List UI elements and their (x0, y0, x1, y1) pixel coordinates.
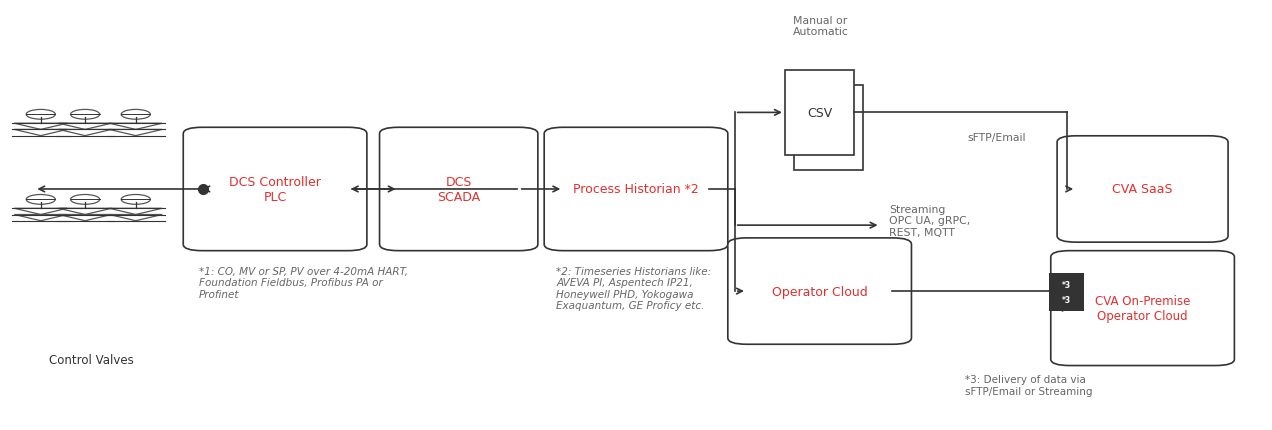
Bar (785, 71, 855, 156)
FancyBboxPatch shape (1057, 136, 1227, 243)
Text: CSV: CSV (806, 107, 832, 120)
Text: CVA On-Premise
Operator Cloud: CVA On-Premise Operator Cloud (1095, 295, 1191, 322)
Bar (794, 86, 864, 170)
Text: DCS Controller
PLC: DCS Controller PLC (229, 175, 321, 203)
Text: Manual or
Automatic: Manual or Automatic (792, 15, 848, 37)
Text: *1: CO, MV or SP, PV over 4-20mA HART,
Foundation Fieldbus, Profibus PA or
Profi: *1: CO, MV or SP, PV over 4-20mA HART, F… (200, 266, 408, 299)
Text: sFTP/Email: sFTP/Email (968, 132, 1027, 142)
Text: Control Valves: Control Valves (50, 353, 134, 366)
FancyBboxPatch shape (1051, 251, 1234, 366)
Bar (1049, 288, 1084, 312)
FancyBboxPatch shape (728, 238, 912, 344)
Text: *3: Delivery of data via
sFTP/Email or Streaming: *3: Delivery of data via sFTP/Email or S… (965, 374, 1093, 396)
Text: *3: *3 (1062, 295, 1071, 304)
Text: DCS
SCADA: DCS SCADA (438, 175, 481, 203)
Text: *3: *3 (1062, 280, 1071, 289)
FancyBboxPatch shape (379, 128, 538, 251)
Text: Process Historian *2: Process Historian *2 (574, 183, 698, 196)
FancyBboxPatch shape (183, 128, 366, 251)
Text: CVA SaaS: CVA SaaS (1112, 183, 1173, 196)
Bar (1049, 273, 1084, 297)
Text: *2: Timeseries Historians like:
AVEVA PI, Aspentech IP21,
Honeywell PHD, Yokogaw: *2: Timeseries Historians like: AVEVA PI… (556, 266, 711, 310)
Text: Operator Cloud: Operator Cloud (772, 285, 868, 298)
FancyBboxPatch shape (544, 128, 728, 251)
Text: Streaming
OPC UA, gRPC,
REST, MQTT: Streaming OPC UA, gRPC, REST, MQTT (889, 204, 971, 237)
